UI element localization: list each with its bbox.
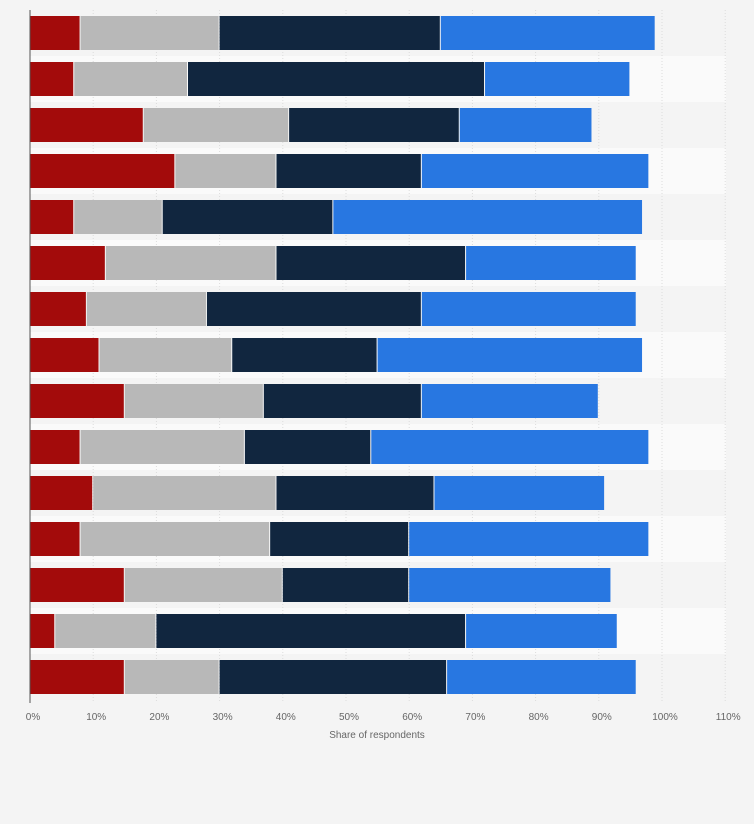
bar-segment	[124, 660, 219, 694]
bar-segment	[276, 154, 421, 188]
bar-segment	[99, 338, 232, 372]
bar-segment	[30, 246, 105, 280]
bar-segment	[30, 476, 93, 510]
bar-segment	[232, 338, 377, 372]
bar-segment	[124, 384, 263, 418]
x-tick-label: 10%	[86, 712, 106, 723]
bar-segment	[74, 200, 162, 234]
bar-segment	[80, 16, 219, 50]
bar-segment	[80, 522, 270, 556]
bar-segment	[263, 384, 421, 418]
bar-segment	[175, 154, 276, 188]
bar-segment	[30, 292, 86, 326]
x-tick-label: 60%	[402, 712, 422, 723]
bars	[30, 16, 655, 694]
bar-segment	[421, 384, 598, 418]
bar-segment	[244, 430, 371, 464]
bar-segment	[466, 614, 617, 648]
x-tick-label: 0%	[26, 712, 41, 723]
bar-segment	[30, 430, 80, 464]
x-tick-label: 40%	[276, 712, 296, 723]
bar-segment	[219, 660, 447, 694]
bar-segment	[409, 568, 611, 602]
bar-segment	[485, 62, 630, 96]
bar-segment	[434, 476, 605, 510]
bar-segment	[188, 62, 485, 96]
bar-segment	[30, 62, 74, 96]
bar-segment	[30, 614, 55, 648]
bar-segment	[276, 476, 434, 510]
bar-segment	[276, 246, 466, 280]
x-tick-label: 110%	[716, 712, 741, 723]
bar-segment	[459, 108, 592, 142]
bar-segment	[93, 476, 276, 510]
bar-segment	[143, 108, 289, 142]
x-tick-label: 20%	[149, 712, 169, 723]
x-tick-label: 70%	[465, 712, 485, 723]
bar-segment	[30, 108, 143, 142]
bar-segment	[30, 522, 80, 556]
bar-segment	[333, 200, 643, 234]
bar-segment	[371, 430, 649, 464]
bar-segment	[74, 62, 187, 96]
x-axis-title: Share of respondents	[329, 730, 425, 741]
bar-segment	[270, 522, 409, 556]
bar-segment	[30, 154, 175, 188]
bar-segment	[289, 108, 459, 142]
bar-segment	[30, 16, 80, 50]
bar-segment	[466, 246, 636, 280]
bar-segment	[86, 292, 206, 326]
bar-segment	[409, 522, 649, 556]
x-tick-label: 50%	[339, 712, 359, 723]
bar-segment	[30, 568, 124, 602]
bar-segment	[282, 568, 409, 602]
x-tick-label: 30%	[213, 712, 233, 723]
bar-segment	[440, 16, 655, 50]
bar-segment	[156, 614, 466, 648]
bar-segment	[377, 338, 643, 372]
x-tick-label: 100%	[652, 712, 678, 723]
bar-segment	[80, 430, 244, 464]
bar-segment	[30, 384, 124, 418]
x-tick-label: 80%	[529, 712, 549, 723]
bar-segment	[105, 246, 276, 280]
bar-segment	[206, 292, 421, 326]
bar-segment	[162, 200, 333, 234]
bar-segment	[30, 338, 99, 372]
x-axis-ticks: 0% 10% 20% 30% 40% 50% 60% 70% 80% 90% 100% 110%	[26, 712, 741, 723]
bar-segment	[30, 200, 74, 234]
bar-segment	[124, 568, 282, 602]
x-tick-label: 90%	[592, 712, 612, 723]
bar-segment	[447, 660, 636, 694]
bar-segment	[55, 614, 156, 648]
bar-segment	[219, 16, 440, 50]
bar-segment	[421, 292, 636, 326]
bar-segment	[30, 660, 124, 694]
bar-segment	[421, 154, 649, 188]
